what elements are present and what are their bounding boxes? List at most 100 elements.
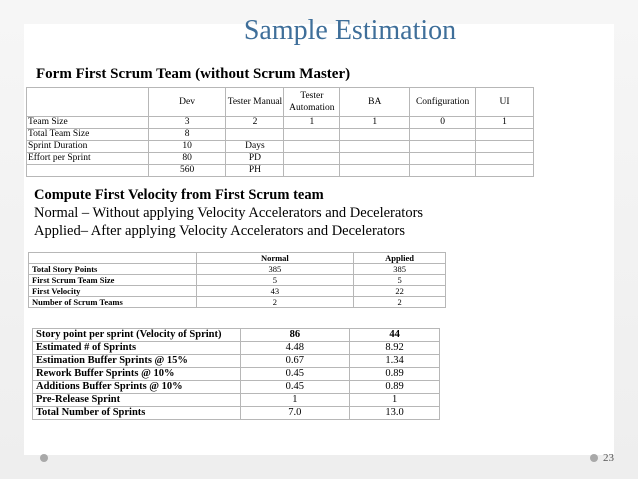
- table-cell: [409, 128, 477, 141]
- table-row: Sprint Duration 10 Days: [26, 140, 534, 153]
- table-cell: Additions Buffer Sprints @ 10%: [32, 380, 241, 394]
- table-row: First Scrum Team Size 5 5: [28, 274, 446, 286]
- table-row: Total Story Points 385 385: [28, 263, 446, 275]
- table-cell: 385: [353, 263, 446, 275]
- table-cell: 560: [147, 164, 227, 177]
- table-header-cell: Story point per sprint (Velocity of Spri…: [32, 328, 241, 342]
- table-header-cell: UI: [475, 87, 534, 117]
- sprint-table: Story point per sprint (Velocity of Spri…: [32, 328, 440, 420]
- table-header-cell: [26, 87, 149, 117]
- table-cell: [409, 164, 477, 177]
- table-cell: 1: [475, 116, 534, 129]
- table-cell: 0: [409, 116, 477, 129]
- table-cell: Estimation Buffer Sprints @ 15%: [32, 354, 241, 368]
- table-cell: 2: [225, 116, 285, 129]
- table-cell: [283, 164, 341, 177]
- page-number: 23: [603, 452, 614, 464]
- table-cell: 43: [195, 285, 355, 297]
- table-header-row: Normal Applied: [28, 252, 446, 264]
- table-cell: 13.0: [349, 406, 440, 420]
- table-cell: [339, 128, 411, 141]
- table-header-row: Story point per sprint (Velocity of Spri…: [32, 328, 440, 342]
- compute-applied-line: Applied– After applying Velocity Acceler…: [34, 223, 405, 239]
- section-heading-team: Form First Scrum Team (without Scrum Mas…: [36, 66, 351, 82]
- table-row: Rework Buffer Sprints @ 10% 0.45 0.89: [32, 367, 440, 381]
- table-cell: Effort per Sprint: [26, 152, 149, 165]
- table-cell: [475, 164, 534, 177]
- table-cell: [475, 140, 534, 153]
- table-cell: Estimated # of Sprints: [32, 341, 241, 355]
- table-header-cell: Normal: [195, 252, 355, 264]
- table-cell: PD: [225, 152, 285, 165]
- table-cell: Number of Scrum Teams: [28, 296, 197, 308]
- table-row: Estimated # of Sprints 4.48 8.92: [32, 341, 440, 355]
- table-cell: [225, 128, 285, 141]
- table-cell: 2: [195, 296, 355, 308]
- table-cell: Total Story Points: [28, 263, 197, 275]
- table-header-row: Dev Tester Manual Tester Automation BA C…: [26, 87, 534, 117]
- table-header-cell: Tester Automation: [283, 87, 341, 117]
- table-cell: [283, 128, 341, 141]
- table-cell: [283, 140, 341, 153]
- table-header-cell: [28, 252, 197, 264]
- compute-normal-line: Normal – Without applying Velocity Accel…: [34, 205, 424, 221]
- table-cell: 22: [353, 285, 446, 297]
- table-cell: 1: [339, 116, 411, 129]
- table-cell: [26, 164, 149, 177]
- table-row: Total Team Size 8: [26, 128, 534, 141]
- table-cell: 1.34: [349, 354, 440, 368]
- table-row: 560 PH: [26, 164, 534, 177]
- corner-dot: [590, 454, 598, 462]
- compute-velocity-text: Compute First Velocity from First Scrum …: [34, 186, 423, 240]
- slide-title: Sample Estimation: [243, 15, 457, 46]
- table-cell: Team Size: [26, 116, 149, 129]
- table-cell: Days: [225, 140, 285, 153]
- corner-dot: [40, 454, 48, 462]
- table-cell: [409, 140, 477, 153]
- table-cell: [283, 152, 341, 165]
- table-cell: First Scrum Team Size: [28, 274, 197, 286]
- table-cell: [339, 164, 411, 177]
- table-cell: [339, 140, 411, 153]
- table-cell: 8.92: [349, 341, 440, 355]
- table-cell: 4.48: [239, 341, 351, 355]
- table-cell: [475, 152, 534, 165]
- table-cell: Total Number of Sprints: [32, 406, 241, 420]
- table-header-cell: Tester Manual: [225, 87, 285, 117]
- table-cell: 80: [147, 152, 227, 165]
- table-row: Total Number of Sprints 7.0 13.0: [32, 406, 440, 420]
- table-cell: 1: [239, 393, 351, 407]
- table-cell: First Velocity: [28, 285, 197, 297]
- table-cell: Total Team Size: [26, 128, 149, 141]
- table-header-cell: Configuration: [409, 87, 477, 117]
- table-cell: [339, 152, 411, 165]
- table-cell: 8: [147, 128, 227, 141]
- table-cell: 10: [147, 140, 227, 153]
- table-header-cell: BA: [339, 87, 411, 117]
- table-cell: 385: [195, 263, 355, 275]
- table-cell: Sprint Duration: [26, 140, 149, 153]
- table-row: Pre-Release Sprint 1 1: [32, 393, 440, 407]
- table-cell: 7.0: [239, 406, 351, 420]
- table-header-cell: 86: [239, 328, 351, 342]
- table-cell: 2: [353, 296, 446, 308]
- velocity-table: Normal Applied Total Story Points 385 38…: [28, 252, 446, 308]
- table-header-cell: Applied: [353, 252, 446, 264]
- table-header-cell: 44: [349, 328, 440, 342]
- table-row: Number of Scrum Teams 2 2: [28, 296, 446, 308]
- table-cell: 5: [195, 274, 355, 286]
- table-cell: 1: [349, 393, 440, 407]
- table-cell: [475, 128, 534, 141]
- table-cell: PH: [225, 164, 285, 177]
- table-cell: 1: [283, 116, 341, 129]
- table-cell: 5: [353, 274, 446, 286]
- table-cell: 0.45: [239, 367, 351, 381]
- team-table: Dev Tester Manual Tester Automation BA C…: [26, 87, 534, 177]
- table-cell: 0.89: [349, 367, 440, 381]
- compute-heading: Compute First Velocity from First Scrum …: [34, 187, 324, 203]
- table-cell: 0.89: [349, 380, 440, 394]
- table-cell: Pre-Release Sprint: [32, 393, 241, 407]
- table-cell: 0.45: [239, 380, 351, 394]
- table-row: Team Size 3 2 1 1 0 1: [26, 116, 534, 129]
